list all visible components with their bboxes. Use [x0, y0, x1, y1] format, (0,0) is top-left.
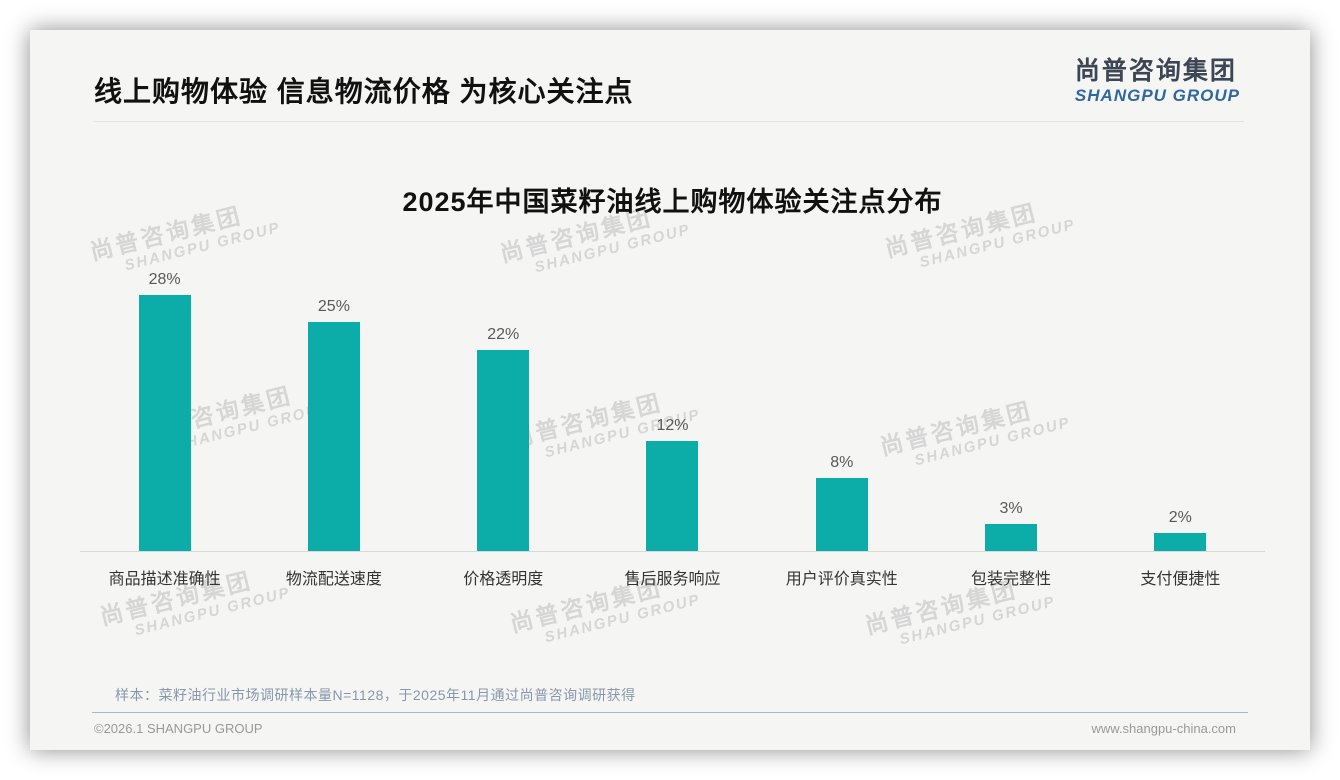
company-logo: 尚普咨询集团 SHANGPU GROUP [1074, 57, 1240, 106]
category-label: 用户评价真实性 [785, 571, 898, 588]
bar [1154, 533, 1207, 551]
bar [646, 441, 699, 551]
bar [815, 478, 868, 551]
title-divider [94, 121, 1244, 122]
watermark-english-text: SHANGPU GROUP [132, 584, 293, 640]
page-title: 线上购物体验 信息物流价格 为核心关注点 [94, 76, 634, 107]
footer-divider [92, 712, 1248, 713]
category-label: 价格透明度 [463, 571, 544, 588]
bar-value-label: 2% [1168, 509, 1192, 526]
category-label: 物流配送速度 [285, 571, 382, 588]
bar-value-label: 28% [148, 271, 181, 288]
category-label: 支付便捷性 [1140, 571, 1221, 588]
bar-group: 8% [757, 454, 926, 551]
bar [477, 350, 530, 551]
logo-english-name: SHANGPU GROUP [1074, 85, 1240, 105]
bar-value-label: 3% [999, 500, 1023, 517]
chart-title: 2025年中国菜籽油线上购物体验关注点分布 [402, 187, 943, 217]
category-label: 商品描述准确性 [108, 571, 221, 588]
category-label: 售后服务响应 [624, 571, 721, 588]
bar-group: 25% [249, 298, 418, 551]
category-label: 包装完整性 [971, 571, 1052, 588]
bar-group: 28% [80, 271, 249, 551]
bar-group: 3% [926, 500, 1095, 551]
watermark-english-text: SHANGPU GROUP [542, 591, 703, 647]
category-axis: 商品描述准确性 物流配送速度 价格透明度 售后服务响应 用户评价真实性 包装完整性 支付便捷… [80, 565, 1265, 589]
x-axis-line [80, 551, 1265, 552]
bar-value-label: 12% [656, 417, 689, 434]
bar-group: 22% [419, 326, 588, 551]
slide: 尚普咨询集团 SHANGPU GROUP 尚普咨询集团 SHANGPU GROUP 尚普… [30, 30, 1310, 750]
watermark-english-text: SHANGPU GROUP [917, 216, 1078, 272]
bar-chart-plot: 28% 25% 22% 12% 8% 3% 2% [80, 271, 1265, 551]
bar [985, 524, 1038, 551]
copyright-text: ©2026.1 SHANGPU GROUP [94, 721, 263, 736]
bar-value-label: 25% [317, 298, 350, 315]
watermark-english-text: SHANGPU GROUP [897, 593, 1058, 649]
bar [307, 322, 360, 551]
logo-chinese-name: 尚普咨询集团 [1074, 57, 1237, 85]
bar [138, 295, 191, 551]
bar-group: 2% [1096, 509, 1265, 551]
sample-note: 样本：菜籽油行业市场调研样本量N=1128，于2025年11月通过尚普咨询调研获… [115, 687, 636, 703]
bar-value-label: 8% [830, 454, 854, 471]
bar-value-label: 22% [487, 326, 520, 343]
bar-group: 12% [588, 417, 757, 551]
website-url: www.shangpu-china.com [1091, 721, 1236, 736]
